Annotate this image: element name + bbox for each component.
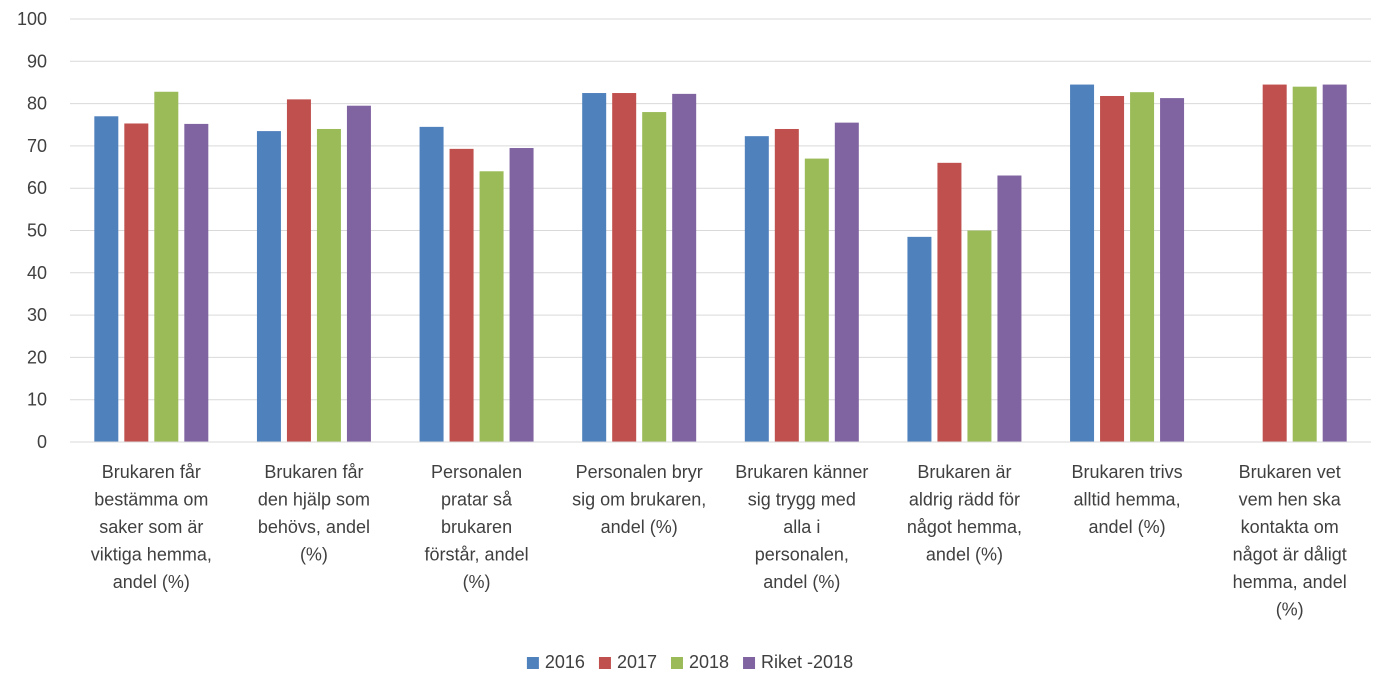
bar-2017-3 [612,93,637,443]
legend-swatch [743,657,756,669]
x-category-line: Brukaren får [264,462,363,482]
x-category-line: viktiga hemma, [91,545,212,565]
x-category-line: andel (%) [763,572,840,592]
bar-2018-3 [642,112,667,442]
bar-2017-1 [286,99,311,443]
bar-2017-7 [1262,84,1287,442]
x-category-line: vem hen ska [1239,490,1342,510]
x-category-line: Brukaren är [917,462,1011,482]
x-category-line: alltid hemma, [1074,490,1181,510]
legend-swatch [598,657,611,669]
bar-2016-1 [256,131,281,442]
bar-riket-2018-6 [1160,98,1185,442]
x-category-line: kontakta om [1241,517,1339,537]
bar-riket-2018-1 [346,105,371,442]
bar-2017-5 [937,162,962,442]
legend-swatch [526,657,539,669]
x-category-line: något hemma, [907,517,1022,537]
legend-label: Riket -2018 [761,652,853,672]
x-category-line: sig trygg med [748,490,856,510]
x-category-line: andel (%) [601,517,678,537]
y-tick-label: 20 [27,347,47,367]
x-category-line: Brukaren får [102,462,201,482]
bar-riket-2018-0 [184,123,209,443]
x-category-line: (%) [1276,600,1304,620]
bar-2017-4 [774,128,799,443]
bar-2018-5 [967,230,992,442]
y-tick-label: 100 [17,9,47,29]
bar-2016-5 [907,236,932,442]
x-category-line: Brukaren känner [735,462,868,482]
bar-2017-2 [449,148,474,442]
bar-2017-0 [124,123,149,442]
y-tick-label: 10 [27,390,47,410]
bar-riket-2018-4 [834,122,859,442]
x-category-line: Brukaren vet [1239,462,1341,482]
x-category-line: Brukaren trivs [1072,462,1183,482]
bar-2018-2 [479,171,504,442]
y-tick-label: 70 [27,136,47,156]
x-category-line: (%) [300,545,328,565]
bar-riket-2018-2 [509,148,534,442]
bar-2016-2 [419,126,444,443]
x-category-line: aldrig rädd för [909,490,1020,510]
x-category-line: förstår, andel [425,545,529,565]
x-category-line: personalen, [755,545,849,565]
bar-riket-2018-7 [1322,84,1347,442]
bar-2018-7 [1292,86,1317,443]
bar-2016-4 [744,136,769,442]
x-category-label: Brukaren är aldrig rädd för något hemma, an… [907,462,1022,565]
x-category-line: hemma, andel [1233,572,1347,592]
bar-riket-2018-5 [997,175,1022,442]
x-category-label: Brukaren känner sig trygg med alla i person… [735,462,868,592]
y-tick-label: 0 [37,432,47,452]
x-category-label: Personalen pratar så brukaren förstår, ande… [425,462,529,592]
y-tick-label: 60 [27,178,47,198]
x-category-label: Brukaren får bestämma om saker som är vikti… [91,462,212,592]
bar-2018-4 [804,158,829,442]
bar-2016-3 [582,93,607,443]
x-category-line: den hjälp som [258,490,370,510]
x-category-line: brukaren [441,517,512,537]
x-category-line: saker som är [99,517,203,537]
bar-2016-6 [1070,84,1095,442]
bar-2018-1 [316,128,341,443]
bar-2016-0 [94,116,119,442]
x-category-line: sig om brukaren, [572,490,706,510]
bar-2017-6 [1100,95,1125,443]
x-category-label: Brukaren trivs alltid hemma, andel (%) [1072,462,1183,537]
y-tick-label: 30 [27,305,47,325]
x-category-line: Personalen bryr [576,462,703,482]
x-category-line: alla i [783,517,820,537]
y-tick-label: 50 [27,221,47,241]
legend-label: 2017 [617,652,657,672]
legend-label: 2016 [545,652,585,672]
bar-riket-2018-3 [672,93,697,442]
x-category-line: något är dåligt [1233,545,1347,565]
x-category-line: behövs, andel [258,517,370,537]
x-category-line: bestämma om [94,490,208,510]
x-category-line: pratar så [441,490,513,510]
x-category-line: andel (%) [113,572,190,592]
bar-2018-0 [154,91,179,443]
bar-2018-6 [1130,92,1155,442]
x-category-line: Personalen [431,462,522,482]
x-category-line: andel (%) [926,545,1003,565]
y-tick-label: 40 [27,263,47,283]
x-category-label: Brukaren vet vem hen ska kontakta om något … [1233,462,1347,620]
legend-label: 2018 [689,652,729,672]
x-category-line: andel (%) [1089,517,1166,537]
x-category-line: (%) [463,572,491,592]
legend-swatch [670,657,683,669]
x-category-label: Personalen bryr sig om brukaren, andel (%) [572,462,706,537]
y-tick-label: 90 [27,51,47,71]
x-category-label: Brukaren får den hjälp som behövs, andel (%… [258,462,370,565]
y-tick-label: 80 [27,94,47,114]
